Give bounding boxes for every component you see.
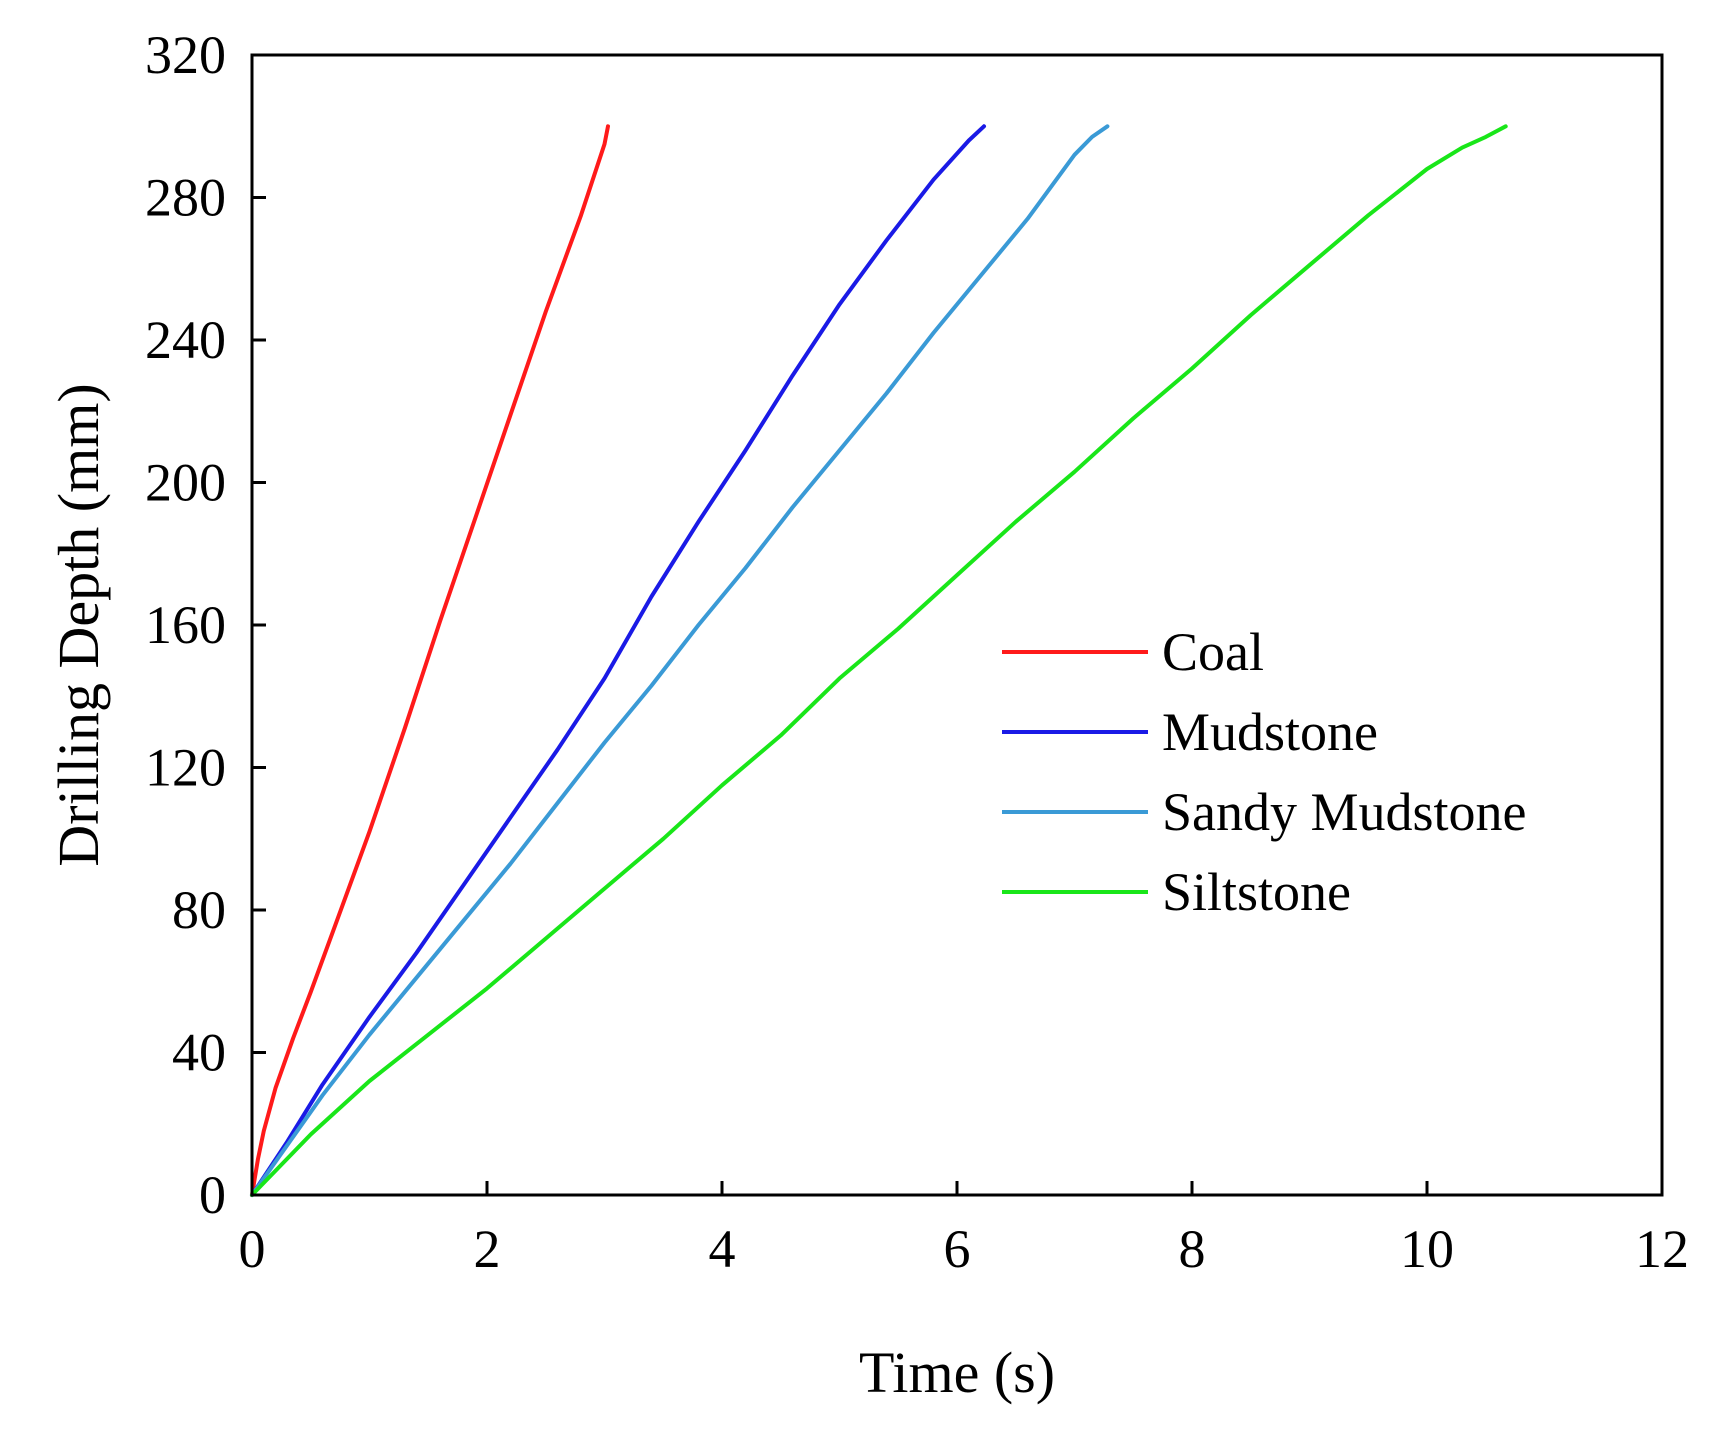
x-axis-title: Time (s) — [859, 1340, 1055, 1405]
legend-label: Siltstone — [1162, 862, 1351, 922]
x-tick-label: 8 — [1179, 1219, 1206, 1279]
x-tick-label: 0 — [239, 1219, 266, 1279]
x-tick-label: 6 — [944, 1219, 971, 1279]
y-tick-label: 320 — [145, 25, 226, 85]
series-line-sandy-mudstone — [250, 124, 1110, 1197]
series-line-coal — [250, 124, 610, 1197]
x-tick-label: 2 — [474, 1219, 501, 1279]
x-tick-label: 4 — [709, 1219, 736, 1279]
y-tick-label: 280 — [145, 168, 226, 228]
y-tick-label: 0 — [199, 1165, 226, 1225]
series-line-mudstone — [250, 124, 986, 1197]
x-tick-label: 10 — [1400, 1219, 1454, 1279]
y-tick-label: 120 — [145, 738, 226, 798]
y-axis-title: Drilling Depth (mm) — [46, 383, 111, 866]
legend-label: Sandy Mudstone — [1162, 782, 1527, 842]
legend-label: Coal — [1162, 622, 1264, 682]
y-tick-label: 160 — [145, 595, 226, 655]
series-line-siltstone — [250, 124, 1508, 1197]
legend: Coal Mudstone Sandy Mudstone Siltstone — [1002, 622, 1527, 922]
y-tick-label: 200 — [145, 453, 226, 513]
series-lines — [250, 124, 1508, 1197]
x-tick-label: 12 — [1635, 1219, 1689, 1279]
legend-label: Mudstone — [1162, 702, 1378, 762]
y-tick-label: 40 — [172, 1023, 226, 1083]
y-tick-label: 80 — [172, 880, 226, 940]
y-tick-label: 240 — [145, 310, 226, 370]
plot-frame — [250, 53, 1664, 1197]
